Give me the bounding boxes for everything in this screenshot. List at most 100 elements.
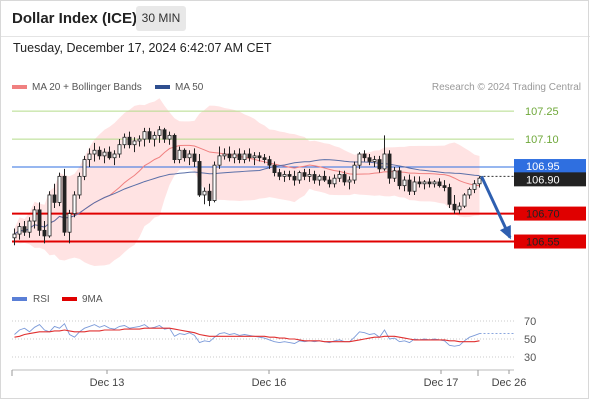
candle-body: [322, 175, 327, 181]
rsi-ma-line: [14, 327, 480, 343]
candle-body: [237, 153, 242, 160]
level-label-box-106-70: [514, 206, 586, 221]
rsi-tick-label: 70: [524, 316, 536, 328]
rsi-legend-label: RSI: [33, 294, 50, 305]
candle-body: [122, 136, 127, 146]
x-axis-label: Dec 13: [90, 377, 125, 389]
candle-body: [87, 153, 92, 160]
candle-body: [152, 134, 157, 140]
candle-body: [207, 190, 212, 201]
instrument-title: Dollar Index (ICE): [12, 10, 138, 27]
candle-body: [52, 194, 57, 203]
candle-body: [22, 226, 27, 233]
candle-body: [17, 226, 22, 235]
candle-body: [217, 155, 222, 166]
candle-body: [472, 183, 477, 190]
candle-body: [82, 159, 87, 177]
candle-body: [147, 131, 152, 140]
chart-header: Dollar Index (ICE) 30 MIN: [0, 0, 590, 37]
level-label-107-10: 107.10: [525, 134, 559, 146]
candle-body: [77, 175, 82, 196]
candle-body: [137, 138, 142, 142]
candle-body: [357, 153, 362, 166]
candle-body: [332, 177, 337, 185]
candle-body: [382, 153, 387, 170]
candle-body: [307, 174, 312, 177]
candle-body: [262, 157, 267, 160]
level-label-106-90: 106.90: [526, 174, 560, 186]
ma50-legend-label: MA 50: [175, 82, 204, 93]
level-label-106-70: 106.70: [526, 209, 560, 221]
candle-body: [402, 179, 407, 187]
rsi9ma-legend-swatch: [62, 297, 77, 301]
timeframe-badge[interactable]: 30 MIN: [136, 6, 186, 31]
candle-body: [362, 153, 367, 159]
candle-body: [182, 149, 187, 159]
candle-body: [292, 175, 297, 181]
candle-body: [327, 179, 332, 185]
rsi-legend-swatch: [12, 297, 27, 301]
candle-body: [317, 175, 322, 181]
candle-body: [367, 157, 372, 162]
rsi-tick-label: 30: [524, 352, 536, 364]
candle-body: [167, 134, 172, 140]
candle-body: [67, 213, 72, 233]
candle-body: [222, 153, 227, 157]
candle-body: [342, 174, 347, 183]
candle-body: [287, 174, 292, 177]
candle-body: [282, 174, 287, 177]
candle-body: [257, 155, 262, 159]
x-axis-label: Dec 17: [424, 377, 459, 389]
level-label-106-95: 106.95: [526, 161, 560, 173]
candle-body: [347, 179, 352, 183]
candle-body: [112, 153, 117, 159]
ma20-legend-swatch: [12, 85, 27, 89]
candle-body: [192, 153, 197, 162]
candle-body: [457, 205, 462, 211]
level-label-107-25: 107.25: [525, 106, 559, 118]
candle-body: [427, 181, 432, 185]
candle-body: [232, 153, 237, 159]
candle-body: [432, 181, 437, 185]
candle-body: [407, 179, 412, 192]
candle-body: [177, 149, 182, 160]
candle-body: [312, 174, 317, 181]
candle-body: [467, 188, 472, 196]
candle-body: [377, 159, 382, 170]
candle-body: [127, 136, 132, 146]
candle-body: [442, 185, 447, 188]
candle-body: [47, 194, 52, 237]
forecast-arrow-head: [499, 225, 511, 240]
level-label-box-106-95: [514, 159, 586, 174]
level-label-106-55: 106.55: [526, 237, 560, 249]
candle-body: [227, 153, 232, 159]
candle-body: [392, 170, 397, 179]
rsi-line: [14, 322, 480, 347]
candle-body: [202, 190, 207, 196]
level-label-box-106-90: [514, 172, 586, 187]
candle-body: [107, 151, 112, 159]
ma50-legend-swatch: [155, 85, 170, 89]
candle-body: [212, 164, 217, 201]
candle-body: [477, 177, 482, 185]
candle-body: [32, 209, 37, 222]
candle-body: [72, 194, 77, 214]
candle-body: [352, 164, 357, 181]
candle-body: [142, 131, 147, 140]
candle-body: [267, 159, 272, 166]
candle-body: [277, 172, 282, 177]
candle-body: [62, 175, 67, 233]
candle-body: [302, 172, 307, 177]
candle-body: [297, 172, 302, 181]
candle-body: [197, 161, 202, 196]
x-axis-label: Dec 26: [492, 377, 527, 389]
candle-body: [447, 187, 452, 205]
candle-body: [422, 181, 427, 185]
ma50-line: [14, 159, 480, 235]
candle-body: [172, 134, 177, 160]
candle-body: [132, 140, 137, 146]
ma20-legend-label: MA 20 + Bollinger Bands: [32, 82, 142, 93]
copyright-text: Research © 2024 Trading Central: [432, 82, 581, 93]
candle-body: [102, 151, 107, 157]
